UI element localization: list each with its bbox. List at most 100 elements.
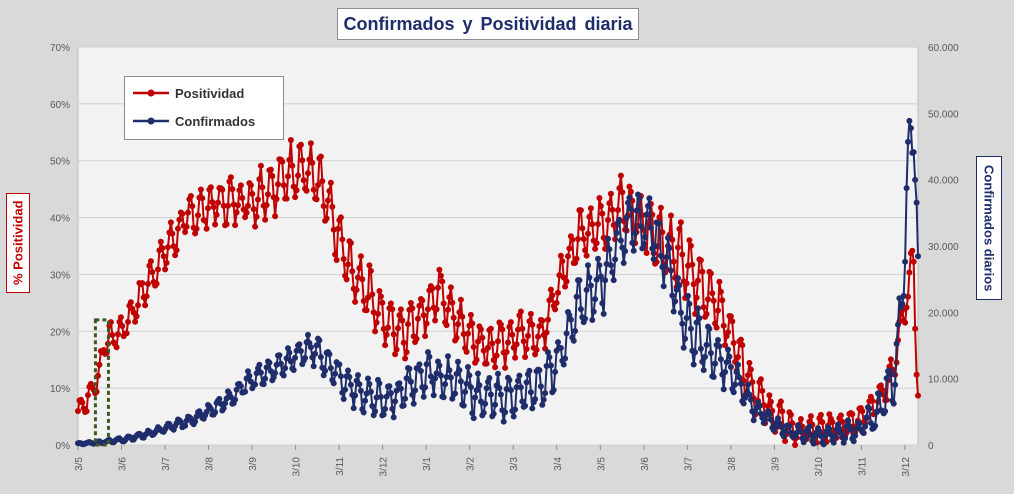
- data-point-positividad: [563, 278, 570, 285]
- data-point-confirmados: [465, 364, 471, 370]
- data-point-positividad: [446, 294, 453, 301]
- x-tick-label: 3/5: [74, 457, 85, 471]
- data-point-positividad: [819, 419, 826, 426]
- data-point-positividad: [577, 207, 584, 214]
- data-point-positividad: [457, 296, 464, 303]
- data-point-positividad: [746, 359, 753, 366]
- data-point-positividad: [320, 203, 327, 210]
- data-point-positividad: [903, 304, 910, 311]
- data-point-positividad: [599, 210, 606, 217]
- data-point-positividad: [262, 216, 269, 223]
- data-point-positividad: [310, 186, 317, 193]
- data-point-positividad: [782, 438, 789, 445]
- data-point-confirmados: [342, 386, 349, 393]
- data-point-positividad: [219, 186, 226, 193]
- legend-label-positividad: Positividad: [175, 85, 245, 101]
- data-point-confirmados: [507, 387, 514, 394]
- data-point-positividad: [239, 195, 246, 201]
- data-point-confirmados: [317, 354, 324, 360]
- data-point-positividad: [295, 172, 301, 179]
- data-point-confirmados: [307, 344, 314, 351]
- data-point-positividad: [513, 341, 520, 348]
- data-point-confirmados: [412, 387, 419, 394]
- data-point-confirmados: [866, 405, 873, 412]
- data-point-confirmados: [536, 367, 543, 374]
- data-point-positividad: [119, 323, 126, 329]
- data-point-positividad: [236, 187, 243, 194]
- data-point-positividad: [263, 202, 270, 208]
- data-point-positividad: [579, 225, 586, 232]
- data-point-confirmados: [589, 317, 596, 323]
- data-point-confirmados: [816, 428, 823, 435]
- data-point-confirmados: [905, 138, 911, 145]
- data-point-positividad: [607, 190, 614, 197]
- data-point-positividad: [480, 347, 487, 354]
- data-point-positividad: [369, 291, 376, 298]
- data-point-positividad: [695, 277, 701, 284]
- data-point-positividad: [385, 324, 391, 331]
- data-point-confirmados: [736, 374, 743, 381]
- y-axis-left-title: % Positividad: [6, 193, 30, 293]
- data-point-confirmados: [466, 372, 473, 379]
- data-point-positividad: [779, 408, 786, 415]
- data-point-positividad: [597, 203, 604, 209]
- data-point-positividad: [445, 306, 451, 313]
- data-point-positividad: [165, 244, 171, 251]
- data-point-positividad: [527, 310, 534, 317]
- data-point-confirmados: [867, 420, 874, 426]
- data-point-positividad: [593, 240, 600, 247]
- data-point-confirmados: [392, 398, 399, 405]
- data-point-confirmados: [892, 381, 899, 388]
- data-point-positividad: [505, 339, 511, 346]
- data-point-confirmados: [512, 406, 519, 413]
- data-point-confirmados: [750, 417, 757, 424]
- data-point-confirmados: [630, 247, 637, 254]
- data-point-positividad: [396, 312, 403, 319]
- data-point-positividad: [437, 272, 444, 279]
- data-point-confirmados: [733, 369, 740, 376]
- data-point-confirmados: [675, 275, 681, 282]
- data-point-positividad: [329, 203, 336, 210]
- data-point-confirmados: [567, 316, 574, 323]
- y-left-tick-label: 10%: [50, 384, 70, 395]
- data-point-positividad: [627, 188, 634, 195]
- data-point-positividad: [289, 162, 296, 169]
- data-point-positividad: [392, 351, 399, 358]
- data-point-positividad: [259, 184, 266, 191]
- legend-item-confirmados: Confirmados: [131, 111, 255, 131]
- data-point-confirmados: [445, 353, 451, 360]
- data-point-confirmados: [747, 396, 754, 403]
- data-point-positividad: [287, 137, 294, 143]
- data-point-confirmados: [480, 409, 487, 416]
- data-point-confirmados: [305, 331, 311, 338]
- data-point-positividad: [75, 408, 81, 414]
- data-point-confirmados: [660, 283, 667, 290]
- data-point-positividad: [155, 266, 161, 273]
- data-point-confirmados: [596, 262, 603, 269]
- data-point-confirmados: [290, 367, 297, 373]
- data-point-positividad: [566, 245, 573, 252]
- data-point-positividad: [422, 333, 429, 340]
- data-point-confirmados: [366, 381, 373, 387]
- data-point-confirmados: [609, 269, 616, 276]
- data-point-positividad: [345, 261, 351, 268]
- data-point-positividad: [487, 325, 494, 332]
- y-left-tick-label: 0%: [56, 441, 71, 452]
- data-point-confirmados: [377, 393, 384, 400]
- data-point-confirmados: [192, 418, 199, 425]
- data-point-confirmados: [625, 199, 631, 206]
- data-point-positividad: [395, 325, 401, 332]
- data-point-confirmados: [550, 387, 557, 393]
- data-point-confirmados: [523, 379, 530, 386]
- data-point-positividad: [85, 392, 91, 399]
- data-point-confirmados: [492, 401, 499, 408]
- data-point-confirmados: [330, 380, 337, 387]
- data-point-positividad: [617, 172, 624, 179]
- data-point-confirmados: [622, 248, 629, 255]
- y-right-tick-label: 0: [928, 441, 934, 452]
- data-point-positividad: [162, 266, 169, 273]
- data-point-confirmados: [516, 372, 523, 379]
- data-point-positividad: [253, 213, 260, 220]
- data-point-confirmados: [702, 353, 709, 360]
- data-point-positividad: [280, 182, 287, 189]
